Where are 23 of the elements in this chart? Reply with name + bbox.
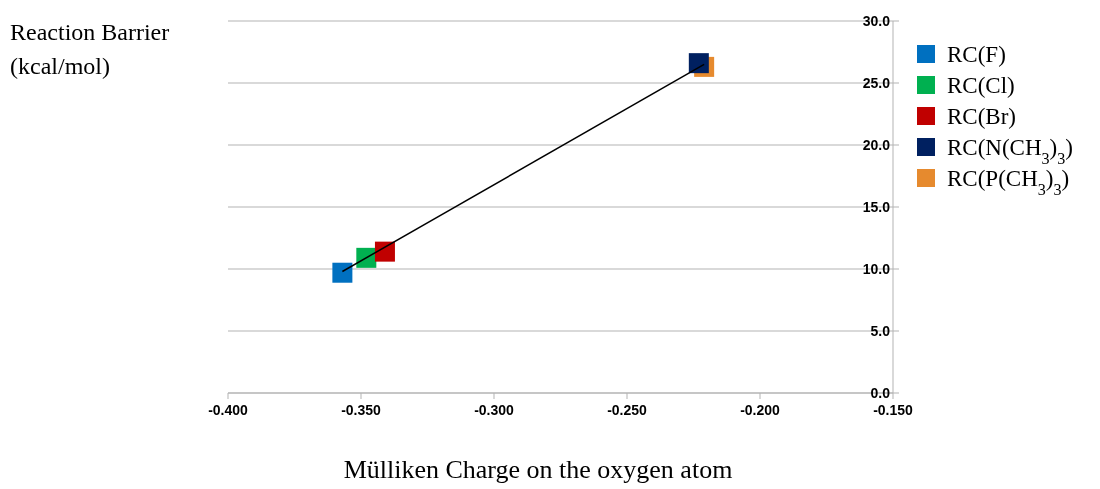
x-tick-label: -0.300 (474, 402, 515, 418)
point (374, 241, 395, 262)
x-tick-label: -0.250 (607, 402, 648, 418)
y-tick-label: 5.0 (870, 323, 891, 339)
y-tick-label: 15.0 (862, 199, 891, 215)
y-tick-label: 20.0 (862, 137, 891, 153)
legend-label: RC(Cl) (947, 73, 1015, 98)
y-axis-title: Reaction Barrier (kcal/mol) (10, 19, 170, 79)
y-tick-label: 25.0 (862, 75, 891, 91)
x-tick-label: -0.200 (740, 402, 781, 418)
legend-label: RC(N(CH$_{3}$)$_{3}$) (947, 135, 1073, 167)
legend-label: RC(P(CH$_{3}$)$_{3}$) (947, 166, 1070, 198)
x-tick-label: -0.350 (341, 402, 382, 418)
x-axis-title: Mülliken Charge on the oxygen atom (343, 455, 733, 484)
point (688, 53, 709, 74)
point (332, 262, 353, 283)
y-tick-label: 30.0 (862, 13, 891, 29)
x-tick-label: -0.150 (873, 402, 914, 418)
legend-label: RC(Br) (947, 104, 1016, 129)
x-tick-label: -0.400 (208, 402, 249, 418)
y-tick-label: 10.0 (862, 261, 891, 277)
y-tick-label: 0.0 (870, 385, 891, 401)
legend-label: RC(F) (947, 42, 1006, 67)
